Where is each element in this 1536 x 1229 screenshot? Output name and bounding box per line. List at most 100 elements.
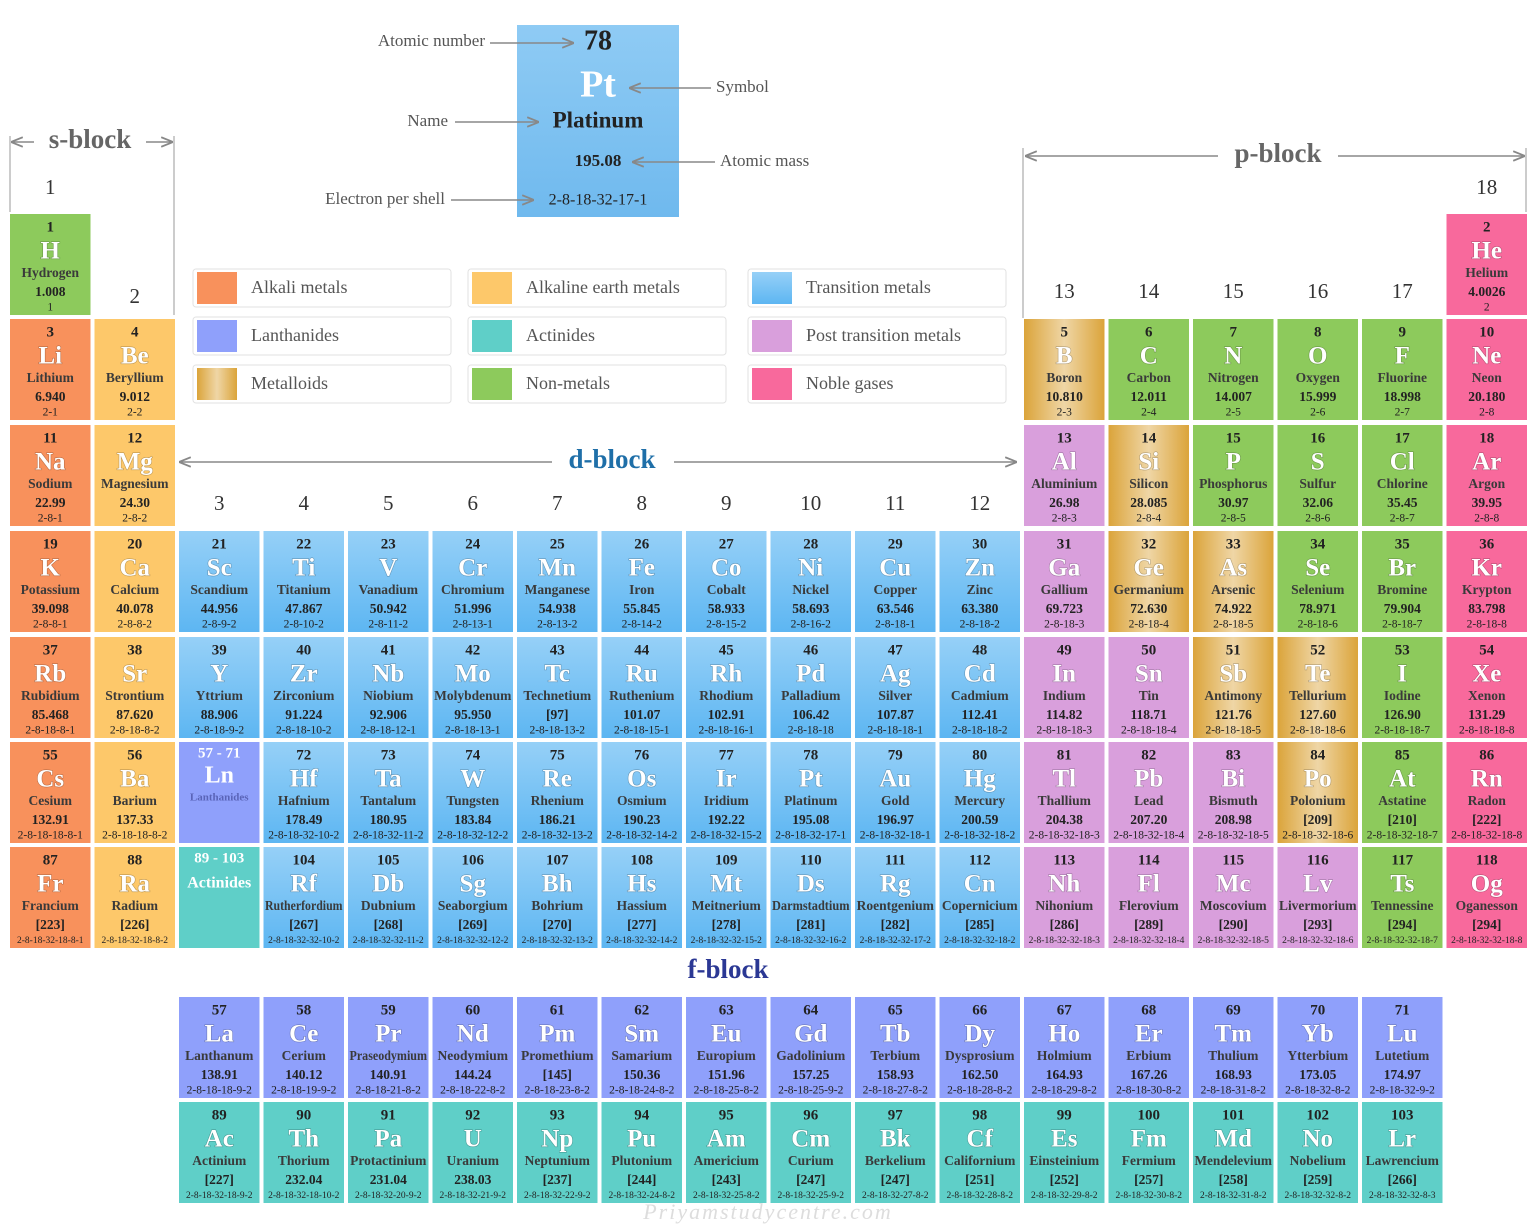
electron-shells: 2-8-18-28-8-2 [947, 1085, 1012, 1097]
atomic-number: 11 [43, 430, 57, 446]
atomic-mass: 74.922 [1215, 601, 1252, 616]
group-number: 18 [1476, 175, 1497, 199]
legend-item [192, 316, 452, 356]
element-cell [855, 742, 936, 843]
element-cell [855, 997, 936, 1098]
atomic-mass: 238.03 [454, 1172, 491, 1187]
element-cell [686, 1102, 767, 1203]
element-cell [1277, 425, 1358, 526]
element-name: Strontium [105, 688, 165, 703]
atomic-mass: 69.723 [1046, 601, 1083, 616]
placeholder-cell [179, 742, 260, 843]
element-name: Germanium [1114, 582, 1185, 597]
element-cell [432, 531, 513, 632]
electron-shells: 2-8-18-32-32-15-2 [691, 936, 762, 946]
element-cell [601, 742, 682, 843]
group-number: 9 [721, 491, 732, 515]
element-cell [94, 637, 175, 738]
atomic-number: 112 [969, 852, 991, 868]
element-name: Lawrencium [1366, 1153, 1440, 1168]
symbol: Mo [455, 661, 491, 688]
atomic-mass: [222] [1472, 812, 1501, 827]
symbol: Am [707, 1126, 746, 1153]
atomic-number: 25 [550, 536, 565, 552]
key-label-symbol: Symbol [716, 77, 769, 96]
atomic-mass: 150.36 [623, 1067, 660, 1082]
placeholder-name: Actinides [187, 875, 251, 892]
group-number: 2 [130, 284, 141, 308]
atomic-mass: 180.95 [370, 812, 407, 827]
atomic-mass: 54.938 [539, 601, 576, 616]
atomic-mass: 140.91 [370, 1067, 407, 1082]
symbol: Xe [1472, 661, 1501, 688]
symbol: Nh [1048, 871, 1080, 898]
element-cell [517, 1102, 598, 1203]
electron-shells: 2-8-18-32-32-11-2 [353, 936, 424, 946]
element-name: Krypton [1462, 582, 1512, 597]
electron-shells: 2-8-18-19-9-2 [271, 1085, 336, 1097]
symbol: Ne [1472, 343, 1501, 370]
atomic-mass: [257] [1134, 1172, 1163, 1187]
element-name: Magnesium [101, 476, 169, 491]
atomic-number: 94 [634, 1107, 650, 1123]
element-name: Sulfur [1299, 476, 1336, 491]
atomic-number: 52 [1310, 642, 1325, 658]
symbol: Rf [291, 871, 318, 898]
atomic-number: 73 [381, 747, 396, 763]
element-cell [10, 637, 91, 738]
element-cell [1446, 319, 1527, 420]
atomic-number: 45 [719, 642, 734, 658]
atomic-number: 29 [888, 536, 903, 552]
symbol: Po [1304, 766, 1332, 793]
element-name: Neptunium [525, 1153, 591, 1168]
electron-shells: 2-8-18-32-32-12-2 [437, 936, 508, 946]
symbol: Cl [1390, 449, 1415, 476]
atomic-number: 82 [1141, 747, 1156, 763]
atomic-mass: 127.60 [1299, 707, 1336, 722]
element-name: Rutherfordium [265, 898, 343, 913]
element-name: Silver [878, 688, 912, 703]
element-name: Calcium [110, 582, 160, 597]
atomic-number: 109 [715, 852, 738, 868]
electron-shells: 2-8-16-2 [791, 619, 831, 631]
legend-label: Lanthanides [251, 325, 339, 345]
placeholder-name: Lanthanides [190, 792, 249, 804]
atomic-number: 14 [1141, 430, 1157, 446]
atomic-number: 44 [634, 642, 650, 658]
element-cell [939, 997, 1020, 1098]
element-cell [939, 847, 1020, 948]
element-name: Selenium [1291, 582, 1345, 597]
symbol: Pa [374, 1126, 402, 1153]
element-name: Nobelium [1290, 1153, 1347, 1168]
element-cell [10, 742, 91, 843]
symbol: H [41, 238, 61, 265]
element-cell [517, 742, 598, 843]
electron-shells: 2-8-5 [1221, 513, 1246, 525]
electron-shells: 2-8-13-2 [537, 619, 577, 631]
electron-shells: 2-8-18-25-8-2 [694, 1085, 759, 1097]
element-name: Helium [1465, 265, 1509, 280]
atomic-mass: 101.07 [623, 707, 660, 722]
atomic-mass: 162.50 [961, 1067, 998, 1082]
element-name: Radon [1468, 793, 1507, 808]
electron-shells: 2-8-18-32-32-18-7 [1367, 936, 1438, 946]
symbol: Ru [626, 661, 658, 688]
symbol: Pr [375, 1021, 401, 1048]
electron-shells: 2-8-18-32-18-3 [1029, 830, 1100, 842]
symbol: He [1471, 238, 1502, 265]
atomic-mass: 92.906 [370, 707, 407, 722]
electron-shells: 2-8-18-4 [1129, 619, 1169, 631]
element-name: Einsteinium [1029, 1153, 1100, 1168]
atomic-number: 67 [1057, 1002, 1073, 1018]
element-name: Thallium [1038, 793, 1092, 808]
atomic-mass: 1.008 [35, 284, 66, 299]
symbol: Zr [290, 661, 318, 688]
atomic-mass: 174.97 [1384, 1067, 1421, 1082]
element-cell [1277, 742, 1358, 843]
atomic-number: 66 [972, 1002, 988, 1018]
electron-shells: 2-8-18-32-32-17-2 [860, 936, 931, 946]
element-name: Argon [1468, 476, 1505, 491]
atomic-mass: 85.468 [32, 707, 69, 722]
atomic-number: 83 [1226, 747, 1241, 763]
